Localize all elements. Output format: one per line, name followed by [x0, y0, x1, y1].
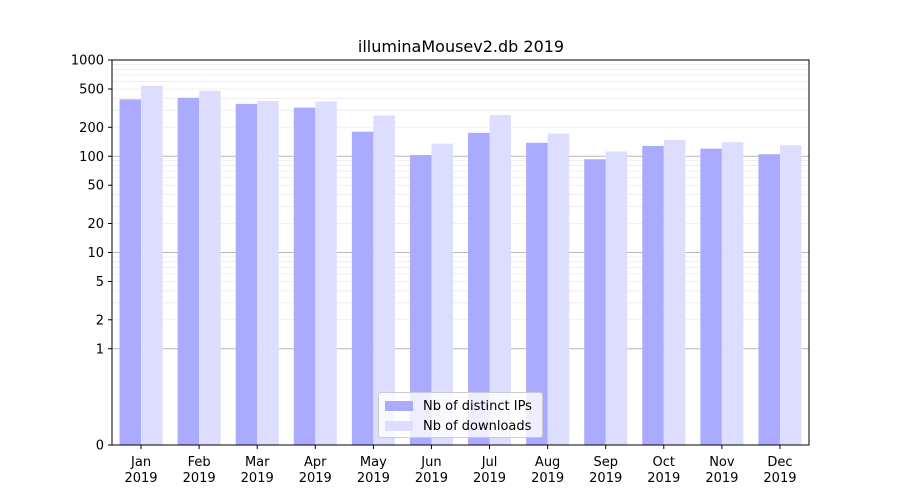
x-tick-label: Dec 2019	[763, 455, 796, 486]
bar-distinct-ips	[409, 155, 432, 446]
bars	[119, 85, 802, 446]
y-tick-label: 1000	[71, 54, 104, 69]
bar-distinct-ips	[235, 103, 258, 445]
x-tick-label: May 2019	[357, 455, 390, 486]
bar-distinct-ips	[584, 159, 606, 446]
bar-downloads	[257, 100, 279, 446]
x-tick-label: Apr 2019	[299, 455, 332, 486]
x-tick-label: Oct 2019	[647, 455, 680, 486]
plot-frame	[111, 59, 810, 446]
bar-downloads	[547, 133, 570, 445]
bar-distinct-ips	[177, 97, 200, 445]
bar-distinct-ips	[526, 142, 548, 446]
bar-downloads	[721, 142, 744, 445]
legend-label-distinct-ips: Nb of distinct IPs	[423, 398, 532, 414]
bar-downloads	[431, 143, 453, 445]
x-tick-label: Sep 2019	[589, 455, 622, 486]
bar-distinct-ips	[642, 145, 664, 446]
x-tick-label: Jun 2019	[415, 455, 448, 486]
y-tick-label: 50	[87, 179, 104, 194]
bar-downloads	[663, 139, 686, 445]
x-tick-label: Mar 2019	[241, 455, 274, 486]
x-axis-ticks: Jan 2019 Feb 2019 Mar 2019 Apr 2019 May 2019 Jun 20…	[124, 445, 797, 486]
x-tick-label: Jul 2019	[473, 455, 506, 486]
legend-swatch-distinct-ips	[385, 401, 413, 411]
y-tick-label: 10	[87, 246, 104, 261]
bar-downloads	[489, 115, 512, 445]
y-tick-label: 2	[96, 313, 104, 328]
y-tick-label: 1	[96, 342, 104, 357]
bar-distinct-ips	[468, 132, 490, 445]
bar-downloads	[779, 145, 802, 445]
x-tick-label: Jan 2019	[124, 455, 157, 486]
bar-downloads	[605, 151, 628, 446]
legend-item-distinct-ips[interactable]: Nb of distinct IPs	[385, 397, 532, 415]
bar-downloads	[315, 101, 337, 446]
y-tick-label: 500	[79, 82, 104, 97]
bar-distinct-ips	[758, 154, 780, 446]
y-tick-label: 100	[79, 150, 104, 165]
legend[interactable]: Nb of distinct IPs Nb of downloads	[378, 392, 543, 438]
chart-title: illuminaMousev2.db 2019	[358, 37, 564, 56]
legend-swatch-downloads	[385, 421, 413, 431]
bar-distinct-ips	[351, 131, 374, 445]
x-tick-label: Nov 2019	[705, 455, 738, 486]
legend-label-downloads: Nb of downloads	[423, 418, 532, 434]
x-tick-label: Aug 2019	[531, 455, 564, 486]
bar-distinct-ips	[293, 107, 316, 445]
y-tick-label: 200	[79, 121, 104, 136]
y-tick-label: 20	[87, 217, 104, 232]
bar-downloads	[141, 85, 163, 445]
x-tick-label: Feb 2019	[183, 455, 216, 486]
y-tick-label: 0	[96, 439, 104, 454]
bar-downloads	[373, 115, 395, 446]
y-axis-ticks: 0 1 2 5 10 20 50 100 200 500 1000	[71, 54, 112, 454]
bar-distinct-ips	[700, 148, 722, 446]
bar-downloads	[199, 90, 221, 445]
y-tick-label: 5	[96, 275, 104, 290]
bar-distinct-ips	[119, 99, 142, 445]
legend-item-downloads[interactable]: Nb of downloads	[385, 417, 531, 435]
